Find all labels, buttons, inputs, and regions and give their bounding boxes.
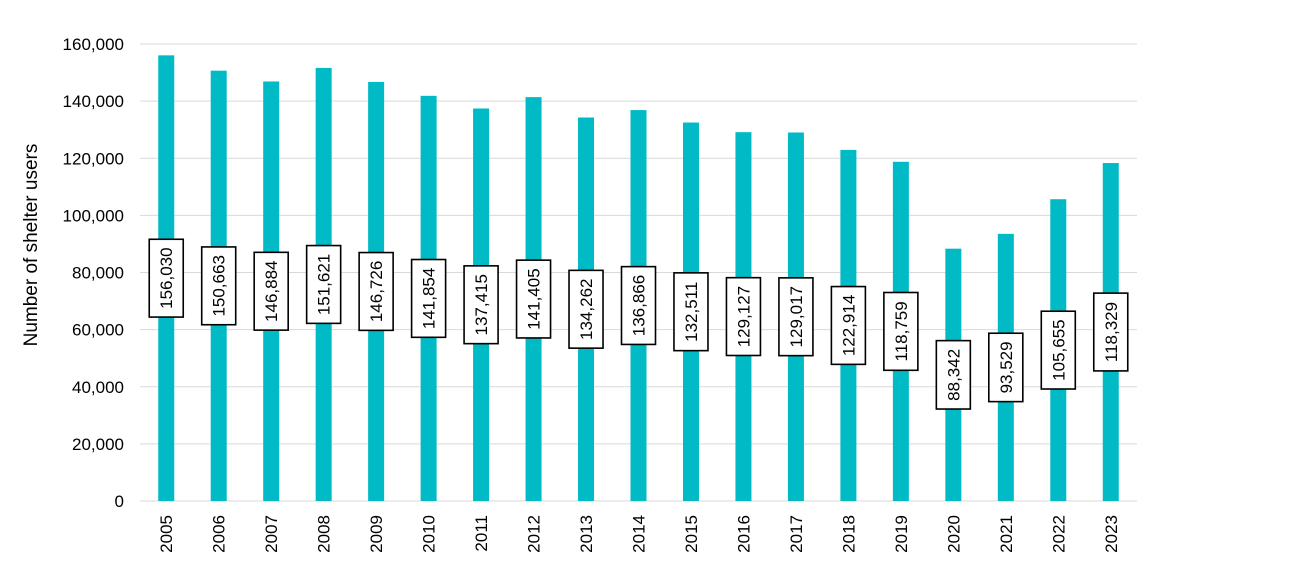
data-label-box — [305, 244, 342, 325]
data-label-box — [988, 332, 1024, 403]
data-label: 141,405 — [525, 268, 544, 329]
x-tick-label: 2022 — [1049, 515, 1068, 553]
x-tick-label: 2011 — [472, 515, 491, 552]
data-label: 129,017 — [787, 286, 806, 347]
y-tick-label: 80,000 — [72, 264, 124, 283]
x-tick-label: 2020 — [944, 515, 963, 553]
data-label-box — [200, 246, 237, 326]
x-tick-label: 2010 — [420, 515, 439, 553]
data-label: 141,854 — [420, 268, 439, 329]
data-labels: 156,030 150,663 146,884 151,621 146,726 141,8… — [148, 238, 1129, 410]
data-label: 151,621 — [315, 254, 334, 315]
data-label-box — [1040, 310, 1077, 390]
data-label: 150,663 — [210, 255, 229, 316]
data-label-box — [620, 265, 657, 346]
data-label-box — [673, 272, 709, 352]
data-label: 105,655 — [1049, 319, 1068, 380]
x-tick-label: 2006 — [210, 515, 229, 553]
x-tick-labels: 2005 2006 2007 2008 2009 2010 2011 2012 2013 2014… — [157, 515, 1121, 553]
y-tick-label: 140,000 — [63, 92, 124, 111]
data-label: 118,759 — [892, 301, 911, 361]
data-label: 118,329 — [1102, 302, 1121, 362]
y-axis-label: Number of shelter users — [21, 144, 42, 347]
x-tick-label: 2007 — [262, 515, 281, 553]
data-label-box — [935, 339, 972, 410]
data-label-box — [253, 251, 289, 331]
data-label-box — [148, 238, 185, 318]
data-label: 136,866 — [630, 275, 649, 336]
x-tick-label: 2012 — [525, 515, 544, 553]
data-label-box — [463, 265, 499, 345]
x-tick-label: 2016 — [734, 515, 753, 553]
x-tick-label: 2009 — [367, 515, 386, 553]
x-tick-label: 2015 — [682, 515, 701, 553]
data-label: 122,914 — [839, 295, 858, 356]
y-tick-label: 0 — [115, 492, 124, 511]
y-tick-labels: 0 20,000 40,000 60,000 80,000 100,000 120,000 1… — [63, 35, 124, 511]
data-label-box — [568, 269, 604, 349]
data-label-box — [515, 259, 552, 339]
data-label-box — [1092, 292, 1129, 372]
data-label-box — [778, 277, 814, 357]
data-label-box — [358, 251, 394, 332]
data-label: 156,030 — [157, 247, 176, 308]
data-label: 137,415 — [472, 274, 491, 335]
x-tick-label: 2008 — [315, 515, 334, 553]
y-tick-label: 40,000 — [72, 378, 124, 397]
x-tick-label: 2018 — [839, 515, 858, 553]
y-tick-label: 160,000 — [63, 35, 124, 54]
x-tick-label: 2023 — [1102, 515, 1121, 553]
y-tick-label: 120,000 — [63, 149, 124, 168]
data-label: 132,511 — [682, 282, 701, 342]
data-label: 146,726 — [367, 261, 386, 322]
x-tick-label: 2013 — [577, 515, 596, 553]
data-label: 129,127 — [734, 286, 753, 347]
x-tick-label: 2017 — [787, 515, 806, 553]
x-tick-label: 2014 — [630, 515, 649, 553]
data-label-box — [725, 276, 762, 357]
x-tick-label: 2021 — [997, 515, 1016, 553]
data-label-box — [830, 285, 867, 366]
y-tick-label: 20,000 — [72, 435, 124, 454]
data-label-box — [410, 258, 447, 339]
data-label-box — [883, 291, 919, 372]
data-label: 134,262 — [577, 279, 596, 340]
y-tick-label: 60,000 — [72, 321, 124, 340]
data-label: 93,529 — [997, 341, 1016, 393]
y-tick-label: 100,000 — [63, 206, 124, 225]
data-label: 88,342 — [944, 349, 963, 401]
x-tick-label: 2019 — [892, 515, 911, 553]
data-label: 146,884 — [262, 261, 281, 322]
x-tick-label: 2005 — [157, 515, 176, 553]
